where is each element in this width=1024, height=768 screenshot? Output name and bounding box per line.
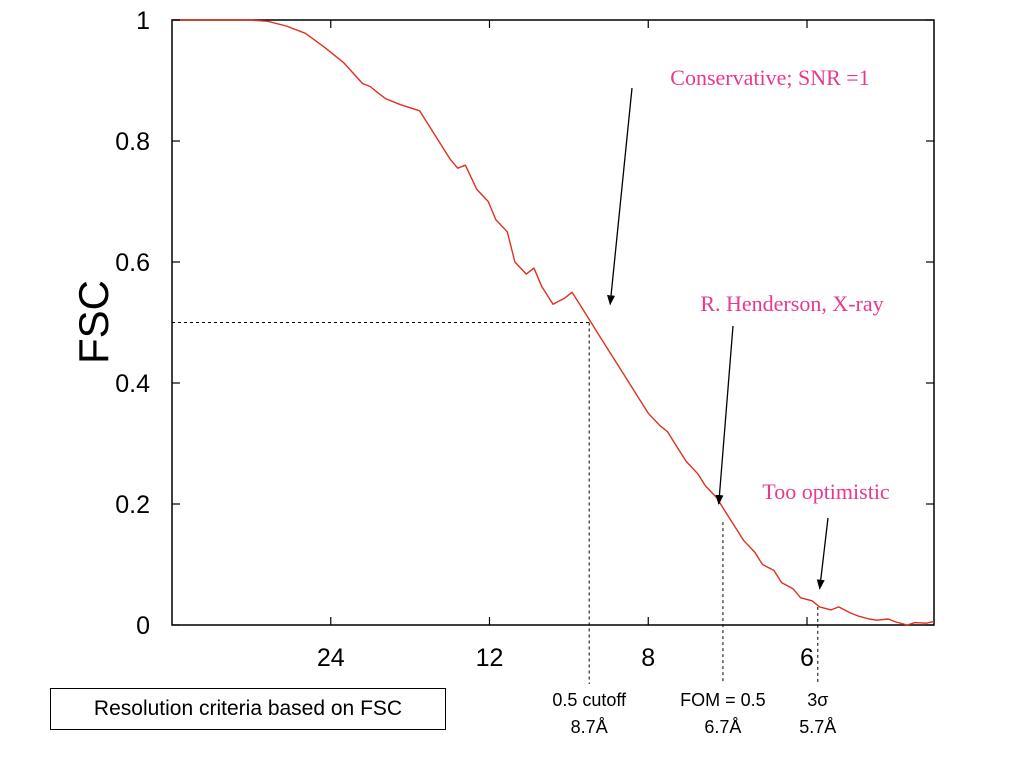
criterion-resolution: 6.7Å <box>704 717 741 737</box>
y-tick-label: 1 <box>136 7 150 35</box>
y-axis-title: FSC <box>70 280 117 364</box>
x-tick-label: 8 <box>641 644 655 672</box>
x-tick-label: 6 <box>800 644 814 672</box>
criterion-name: 0.5 cutoff <box>552 690 627 710</box>
y-axis-ticks: 0 0.2 0.4 0.6 0.8 1 <box>115 7 934 640</box>
y-tick-label: 0.2 <box>115 491 150 519</box>
criterion-resolution: 8.7Å <box>571 717 608 737</box>
annotation-label: Conservative; SNR =1 <box>670 65 869 90</box>
criteria-labels: 0.5 cutoff 8.7Å FOM = 0.5 6.7Å 3σ 5.7Å <box>552 690 836 737</box>
x-tick-label: 24 <box>317 644 345 672</box>
annotation-arrow <box>607 87 633 306</box>
annotations: Conservative; SNR =1 R. Henderson, X-ray T… <box>607 65 890 590</box>
annotation-arrow <box>715 325 734 505</box>
y-tick-label: 0 <box>136 612 150 640</box>
x-tick-label: 12 <box>476 644 504 672</box>
y-tick-label: 0.4 <box>115 370 150 398</box>
criterion-resolution: 5.7Å <box>799 717 836 737</box>
caption-text: Resolution criteria based on FSC <box>93 697 403 720</box>
annotation-label: R. Henderson, X-ray <box>700 291 883 316</box>
annotation-label: Too optimistic <box>762 479 890 504</box>
criterion-name: FOM = 0.5 <box>680 690 766 710</box>
fsc-curve <box>172 19 935 626</box>
annotation-arrow <box>816 517 829 590</box>
series-group <box>172 19 935 626</box>
caption-box: Resolution criteria based on FSC <box>50 688 446 730</box>
x-axis-ticks: 24 12 8 6 <box>317 20 814 672</box>
y-tick-label: 0.8 <box>115 128 150 156</box>
criterion-name: 3σ <box>807 690 828 710</box>
reference-lines <box>172 322 819 684</box>
y-tick-label: 0.6 <box>115 249 150 277</box>
